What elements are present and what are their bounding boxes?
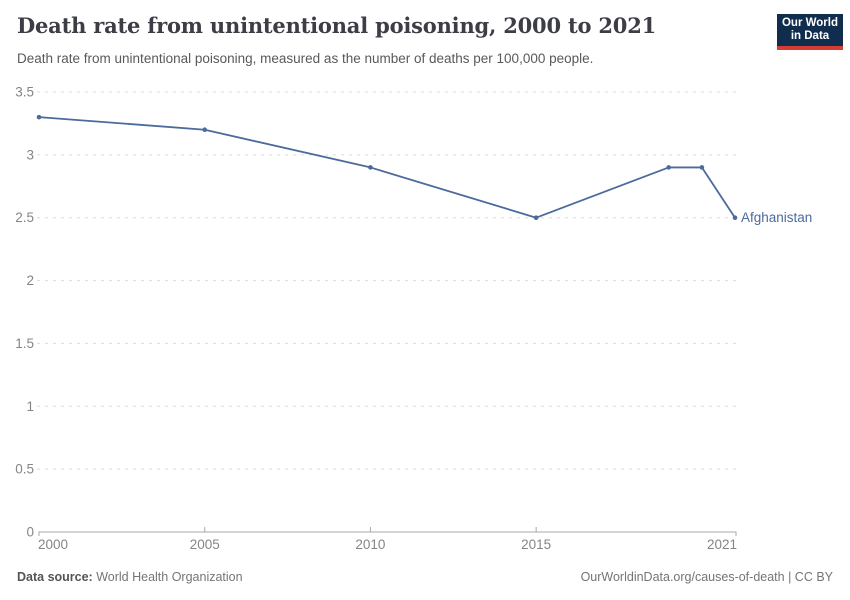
- data-source-label: Data source:: [17, 570, 93, 584]
- data-point-marker: [533, 215, 539, 221]
- data-point-marker: [202, 127, 208, 133]
- data-point-marker: [732, 215, 738, 221]
- x-axis-tick-label: 2000: [38, 537, 68, 552]
- y-axis-tick-label: 0.5: [15, 462, 34, 477]
- x-axis-tick-label: 2021: [707, 537, 737, 552]
- y-axis-tick-label: 1.5: [15, 336, 34, 351]
- footer-citation-link[interactable]: OurWorldinData.org/causes-of-death | CC …: [580, 570, 833, 584]
- owid-logo[interactable]: Our World in Data: [777, 14, 843, 50]
- x-axis-tick-label: 2005: [190, 537, 220, 552]
- x-axis-line: [38, 531, 737, 536]
- series-line-afghanistan: [38, 116, 736, 219]
- chart-title: Death rate from unintentional poisoning,…: [17, 13, 657, 38]
- owid-logo-line1: Our World: [781, 17, 838, 29]
- y-axis-tick-label: 3: [26, 147, 34, 162]
- data-source-note: Data source: World Health Organization: [17, 570, 243, 584]
- y-axis-tick-label: 3.5: [15, 85, 34, 100]
- data-point-marker: [368, 165, 373, 170]
- chart-subtitle: Death rate from unintentional poisoning,…: [17, 51, 594, 66]
- data-point-marker: [699, 165, 705, 170]
- y-axis-tick-label: 0: [26, 525, 34, 540]
- y-axis-tick-label: 1: [26, 399, 34, 414]
- x-axis-tick-label: 2015: [521, 537, 551, 552]
- series-end-label-afghanistan: Afghanistan: [741, 210, 812, 225]
- y-axis-tick-label: 2: [26, 273, 34, 288]
- data-point-marker: [666, 165, 672, 170]
- owid-logo-line2: in Data: [790, 30, 830, 42]
- x-axis-tick-label: 2010: [355, 537, 385, 552]
- y-axis-tick-label: 2.5: [15, 210, 34, 225]
- data-point-marker: [36, 114, 42, 120]
- data-source-value: World Health Organization: [92, 570, 243, 584]
